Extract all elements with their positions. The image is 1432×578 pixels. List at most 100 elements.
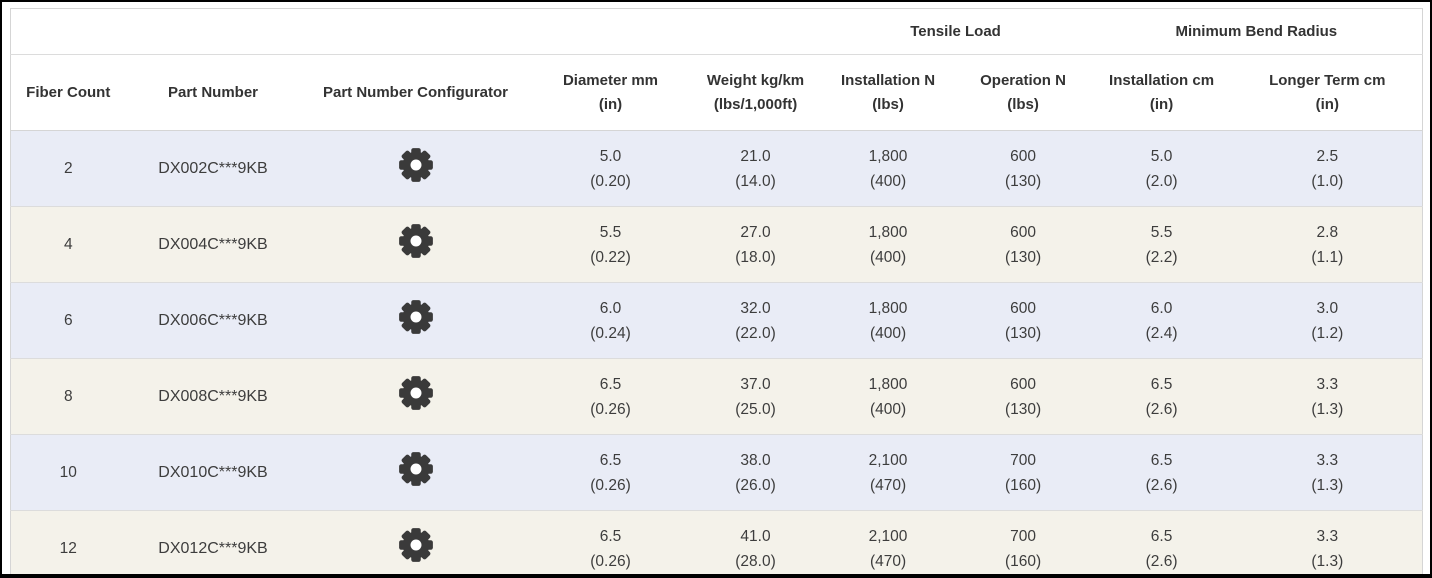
col-header-sublabel: (lbs/1,000ft) (713, 95, 798, 113)
value-imperial: (470) (869, 552, 907, 570)
gear-icon (398, 527, 433, 562)
value-imperial: (1.0) (1311, 172, 1344, 190)
value-imperial: (1.3) (1311, 400, 1344, 418)
value-imperial: (2.6) (1145, 400, 1178, 418)
col-header-label: Part Number Configurator (322, 83, 508, 101)
installation-cm-cell: 6.5 (2.6) (1090, 434, 1233, 511)
value-metric: 2.8 (1316, 223, 1339, 241)
table-row: 12 DX012C***9KB 6.5 (0.26) 41.0 (28.0) 2,1… (10, 510, 1423, 578)
operation-n-cell: 600 (130) (955, 206, 1091, 283)
part-number-cell: DX008C***9KB (125, 358, 301, 435)
value-metric: 6.0 (599, 299, 622, 317)
part-number-configurator-button[interactable] (397, 526, 435, 564)
installation-cm-cell: 5.5 (2.2) (1090, 206, 1233, 283)
weight-cell: 38.0 (26.0) (690, 434, 821, 511)
value-metric: 2,100 (868, 451, 908, 469)
value-metric: 5.5 (599, 223, 622, 241)
table-row: 10 DX010C***9KB 6.5 (0.26) 38.0 (26.0) 2,1… (10, 434, 1423, 511)
value-imperial: (470) (869, 476, 907, 494)
part-number-configurator-button[interactable] (397, 450, 435, 488)
part-number-configurator-button[interactable] (397, 374, 435, 412)
installation-n-cell: 2,100 (470) (820, 434, 956, 511)
weight-cell: 37.0 (25.0) (690, 358, 821, 435)
column-header-row: Fiber Count Part Number Part Number Conf… (10, 54, 1423, 131)
col-header-sublabel: (lbs) (872, 95, 904, 113)
gear-icon (398, 375, 433, 410)
operation-n-cell: 700 (160) (955, 510, 1091, 578)
operation-n-cell: 600 (130) (955, 282, 1091, 359)
fiber-count-cell: 8 (10, 358, 126, 435)
value-imperial: (400) (869, 248, 907, 266)
value-imperial: (22.0) (735, 324, 776, 342)
group-header-empty (10, 8, 821, 55)
col-header-label: Diameter mm (562, 71, 659, 89)
value-imperial: (130) (1004, 324, 1042, 342)
installation-cm-cell: 6.5 (2.6) (1090, 358, 1233, 435)
longer-term-cm-cell: 2.8 (1.1) (1232, 206, 1423, 283)
part-number-cell: DX002C***9KB (125, 130, 301, 207)
value-imperial: (130) (1004, 400, 1042, 418)
value-imperial: (1.1) (1311, 248, 1344, 266)
col-header-diameter: Diameter mm (in) (530, 54, 691, 131)
value-metric: 6.5 (1150, 451, 1173, 469)
value-imperial: (130) (1004, 248, 1042, 266)
value-metric: 5.0 (599, 147, 622, 165)
part-number-cell: DX004C***9KB (125, 206, 301, 283)
part-number-configurator-button[interactable] (397, 222, 435, 260)
col-header-sublabel: (in) (598, 95, 623, 113)
col-header-longer-term-cm: Longer Term cm (in) (1232, 54, 1423, 131)
fiber-count-cell: 10 (10, 434, 126, 511)
fiber-count-cell: 4 (10, 206, 126, 283)
diameter-cell: 5.5 (0.22) (530, 206, 691, 283)
value-imperial: (14.0) (735, 172, 776, 190)
installation-cm-cell: 6.0 (2.4) (1090, 282, 1233, 359)
table-row: 6 DX006C***9KB 6.0 (0.24) 32.0 (22.0) 1,80… (10, 282, 1423, 359)
longer-term-cm-cell: 3.0 (1.2) (1232, 282, 1423, 359)
configurator-cell (300, 206, 531, 283)
value-metric: 6.5 (599, 451, 622, 469)
gear-icon (398, 299, 433, 334)
value-metric: 700 (1010, 451, 1036, 469)
col-header-installation-cm: Installation cm (in) (1090, 54, 1233, 131)
diameter-cell: 6.0 (0.24) (530, 282, 691, 359)
longer-term-cm-cell: 3.3 (1.3) (1232, 358, 1423, 435)
installation-n-cell: 1,800 (400) (820, 358, 956, 435)
value-imperial: (1.3) (1311, 476, 1344, 494)
diameter-cell: 6.5 (0.26) (530, 510, 691, 578)
diameter-cell: 6.5 (0.26) (530, 434, 691, 511)
part-number-configurator-button[interactable] (397, 298, 435, 336)
weight-cell: 27.0 (18.0) (690, 206, 821, 283)
value-metric: 2.5 (1316, 147, 1339, 165)
operation-n-cell: 600 (130) (955, 130, 1091, 207)
col-header-part-number-configurator: Part Number Configurator (300, 54, 531, 131)
part-number-configurator-button[interactable] (397, 146, 435, 184)
col-header-fiber-count: Fiber Count (10, 54, 126, 131)
group-header-tensile-load: Tensile Load (820, 8, 1091, 55)
value-metric: 700 (1010, 527, 1036, 545)
value-metric: 2,100 (868, 527, 908, 545)
value-metric: 600 (1010, 299, 1036, 317)
value-imperial: (2.0) (1145, 172, 1178, 190)
value-imperial: (0.26) (590, 476, 631, 494)
value-metric: 3.3 (1316, 375, 1339, 393)
table-row: 4 DX004C***9KB 5.5 (0.22) 27.0 (18.0) 1,80… (10, 206, 1423, 283)
installation-cm-cell: 6.5 (2.6) (1090, 510, 1233, 578)
col-header-label: Longer Term cm (1269, 71, 1386, 89)
col-header-label: Weight kg/km (706, 71, 805, 89)
longer-term-cm-cell: 3.3 (1.3) (1232, 510, 1423, 578)
value-imperial: (400) (869, 172, 907, 190)
table-row: 2 DX002C***9KB 5.0 (0.20) 21.0 (14.0) 1,80… (10, 130, 1423, 207)
operation-n-cell: 700 (160) (955, 434, 1091, 511)
value-metric: 6.5 (599, 527, 622, 545)
value-imperial: (2.6) (1145, 552, 1178, 570)
weight-cell: 32.0 (22.0) (690, 282, 821, 359)
fiber-count-cell: 12 (10, 510, 126, 578)
configurator-cell (300, 510, 531, 578)
col-header-label: Operation N (980, 71, 1066, 89)
value-imperial: (2.2) (1145, 248, 1178, 266)
value-metric: 6.5 (1150, 375, 1173, 393)
installation-cm-cell: 5.0 (2.0) (1090, 130, 1233, 207)
weight-cell: 41.0 (28.0) (690, 510, 821, 578)
value-imperial: (160) (1004, 476, 1042, 494)
value-imperial: (400) (869, 324, 907, 342)
